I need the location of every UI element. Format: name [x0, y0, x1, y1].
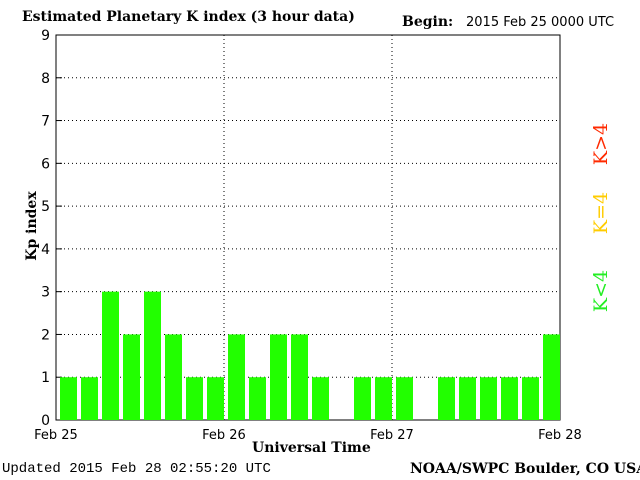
- kp-bar: [459, 377, 476, 420]
- x-axis-label: Universal Time: [252, 440, 371, 456]
- x-tick-label: Feb 27: [370, 428, 414, 443]
- legend-k-above-4: K>4: [590, 122, 612, 166]
- y-tick-label: 1: [41, 370, 50, 386]
- legend-k-below-4: K<4: [590, 269, 612, 313]
- chart-title: Estimated Planetary K index (3 hour data…: [22, 9, 355, 25]
- x-tick-label: Feb 28: [538, 428, 582, 443]
- kp-bar: [480, 377, 497, 420]
- y-tick-label: 0: [41, 413, 50, 429]
- begin-value: 2015 Feb 25 0000 UTC: [466, 15, 615, 30]
- kp-bar: [543, 334, 560, 420]
- kp-bar: [186, 377, 203, 420]
- kp-bar: [165, 334, 182, 420]
- x-tick-label: Feb 26: [202, 428, 246, 443]
- kp-bar: [291, 334, 308, 420]
- y-tick-label: 7: [41, 114, 50, 130]
- y-tick-label: 3: [41, 285, 50, 301]
- x-tick-label: Feb 25: [34, 428, 78, 443]
- source-credit: NOAA/SWPC Boulder, CO USA: [410, 461, 640, 477]
- kp-bar: [249, 377, 266, 420]
- kp-bar: [375, 377, 392, 420]
- y-tick-label: 9: [41, 28, 50, 44]
- updated-timestamp: Updated 2015 Feb 28 02:55:20 UTC: [2, 461, 271, 477]
- kp-bar: [501, 377, 518, 420]
- kp-bar: [354, 377, 371, 420]
- kp-bar: [207, 377, 224, 420]
- kp-bar: [123, 334, 140, 420]
- legend-k-equals-4: K=4: [590, 191, 612, 235]
- begin-label: Begin:: [402, 14, 454, 30]
- kp-bar: [60, 377, 77, 420]
- y-tick-label: 4: [41, 242, 50, 258]
- kp-bar: [438, 377, 455, 420]
- kp-bar: [81, 377, 98, 420]
- kp-bar: [144, 291, 161, 420]
- kp-bar: [270, 334, 287, 420]
- kp-bar: [102, 291, 119, 420]
- y-tick-label: 5: [41, 199, 50, 215]
- kp-bar: [312, 377, 329, 420]
- y-tick-label: 8: [41, 71, 50, 87]
- kp-bar: [396, 377, 413, 420]
- y-tick-label: 6: [41, 156, 50, 172]
- kp-bar: [228, 334, 245, 420]
- y-axis-label: Kp index: [24, 191, 40, 261]
- kp-bar: [522, 377, 539, 420]
- y-tick-label: 2: [41, 327, 50, 343]
